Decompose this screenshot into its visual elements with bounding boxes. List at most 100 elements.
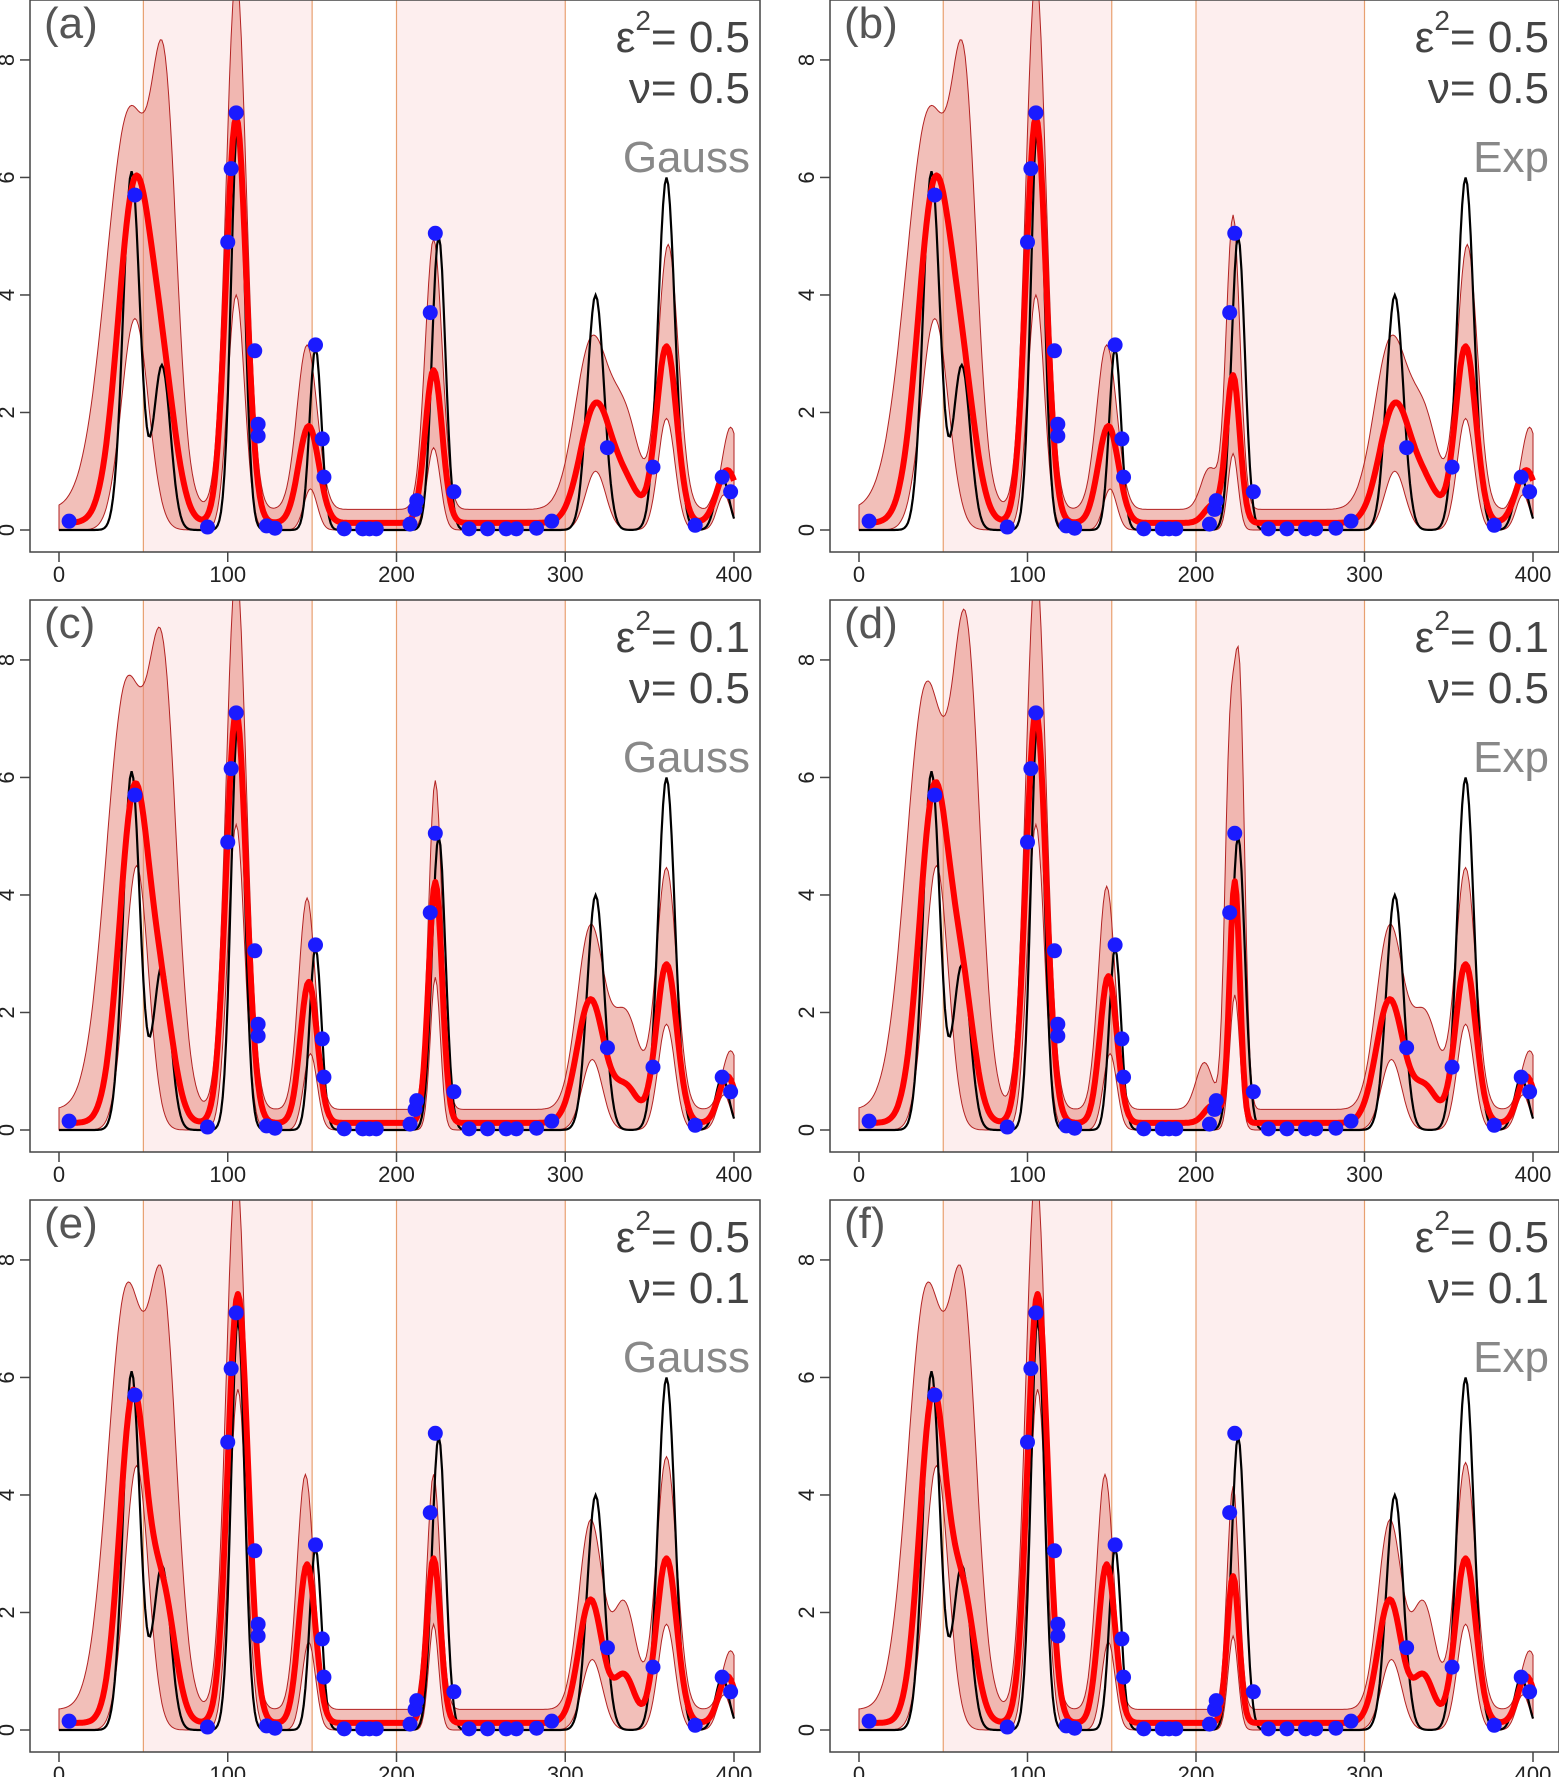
y-tick-label: 4 <box>794 289 819 301</box>
observation-point <box>422 905 438 921</box>
observation-point <box>687 1117 703 1133</box>
x-tick-label: 300 <box>1346 1762 1383 1777</box>
x-tick-label: 100 <box>1009 562 1046 587</box>
x-tick-label: 0 <box>853 1762 865 1777</box>
plot-frame <box>29 0 761 553</box>
x-tick-label: 100 <box>209 562 246 587</box>
posterior-mean-line <box>866 708 1536 1126</box>
observation-point <box>599 1040 615 1056</box>
observation-point <box>1279 1721 1295 1737</box>
observation-point <box>999 519 1015 535</box>
observation-point <box>1245 1684 1261 1700</box>
observation-point <box>645 459 661 475</box>
nu-value: = 0.1 <box>651 1264 750 1313</box>
x-tick-label: 200 <box>1178 562 1215 587</box>
x-tick-label: 300 <box>1346 562 1383 587</box>
x-tick-label: 200 <box>1178 1162 1215 1187</box>
observation-point <box>1136 521 1152 537</box>
y-tick-label: 4 <box>794 1489 819 1501</box>
observation-point <box>1020 1434 1035 1450</box>
plot-frame <box>29 599 761 1153</box>
observation-point <box>1050 416 1066 432</box>
observation-point <box>223 761 239 777</box>
observation-point <box>1114 1631 1130 1647</box>
epsilon-symbol: ε <box>1415 1213 1435 1262</box>
observation-point <box>544 1113 560 1129</box>
observation-point <box>461 1721 477 1737</box>
x-tick-label: 0 <box>53 1762 65 1777</box>
epsilon-value: = 0.1 <box>651 613 750 662</box>
nu-value: = 0.1 <box>1450 1264 1549 1313</box>
x-tick-label: 100 <box>1009 1162 1046 1187</box>
observation-point <box>1107 1537 1123 1553</box>
x-tick-label: 0 <box>53 562 65 587</box>
epsilon-value: = 0.5 <box>1450 1213 1549 1262</box>
kernel-label: Gauss <box>623 133 750 182</box>
observation-point <box>1227 1425 1243 1441</box>
x-tick-label: 400 <box>716 1762 753 1777</box>
observation-point <box>1222 305 1238 321</box>
observation-point <box>687 517 703 533</box>
epsilon-symbol: ε <box>1415 613 1435 662</box>
observation-point <box>336 521 352 537</box>
observation-point <box>314 1631 330 1647</box>
observation-point <box>861 1113 877 1129</box>
plot-area <box>858 1200 1538 1752</box>
observation-point <box>1168 521 1184 537</box>
observation-point <box>1308 521 1324 537</box>
epsilon-label: ε2= 0.5 <box>1415 1205 1549 1262</box>
observation-point <box>61 513 77 529</box>
observation-point <box>529 1720 545 1736</box>
observation-point <box>1343 1113 1359 1129</box>
observation-point <box>1046 1543 1062 1559</box>
observation-point <box>1486 1717 1502 1733</box>
observation-point <box>1023 761 1039 777</box>
observation-point <box>723 484 739 500</box>
y-tick-label: 2 <box>794 406 819 418</box>
observation-point <box>250 1028 266 1044</box>
observation-point <box>1513 469 1529 485</box>
observation-point <box>316 1069 332 1085</box>
observation-point <box>508 521 524 537</box>
observation-point <box>228 105 244 121</box>
y-tick-label: 6 <box>794 1371 819 1383</box>
plot-frame <box>829 0 1559 553</box>
epsilon-exponent: 2 <box>635 1205 651 1236</box>
observation-point <box>422 305 438 321</box>
nu-symbol: ν <box>1428 664 1450 713</box>
observation-point <box>480 1721 496 1737</box>
observation-point <box>200 519 215 535</box>
observation-point <box>1522 1084 1538 1100</box>
kernel-label: Gauss <box>623 1333 750 1382</box>
epsilon-label: ε2= 0.1 <box>1415 605 1549 662</box>
true-function-line <box>59 1318 736 1732</box>
observation-point <box>999 1719 1015 1735</box>
observation-point <box>1028 105 1044 121</box>
observation-point <box>1023 161 1039 177</box>
observation-point <box>368 521 384 537</box>
true-function-line <box>859 718 1535 1132</box>
nu-label: ν= 0.5 <box>1428 664 1549 713</box>
observation-point <box>446 1684 462 1700</box>
observation-point <box>1260 1721 1276 1737</box>
plot-area <box>858 0 1538 552</box>
observation-point <box>127 187 143 203</box>
observation-point <box>446 1084 462 1100</box>
observation-point <box>861 1713 877 1729</box>
observation-point <box>1328 1720 1344 1736</box>
observation-point <box>1227 225 1243 241</box>
observation-point <box>1513 1669 1529 1685</box>
observation-point <box>1522 484 1538 500</box>
observation-point <box>267 1720 283 1736</box>
posterior-mean-line <box>66 114 737 526</box>
nu-symbol: ν <box>629 1264 651 1313</box>
observation-point <box>200 1719 215 1735</box>
x-tick-label: 400 <box>1515 1162 1552 1187</box>
x-tick-label: 100 <box>1009 1762 1046 1777</box>
y-tick-label: 0 <box>0 524 19 536</box>
y-tick-label: 8 <box>794 1254 819 1266</box>
observation-point <box>1107 937 1123 953</box>
